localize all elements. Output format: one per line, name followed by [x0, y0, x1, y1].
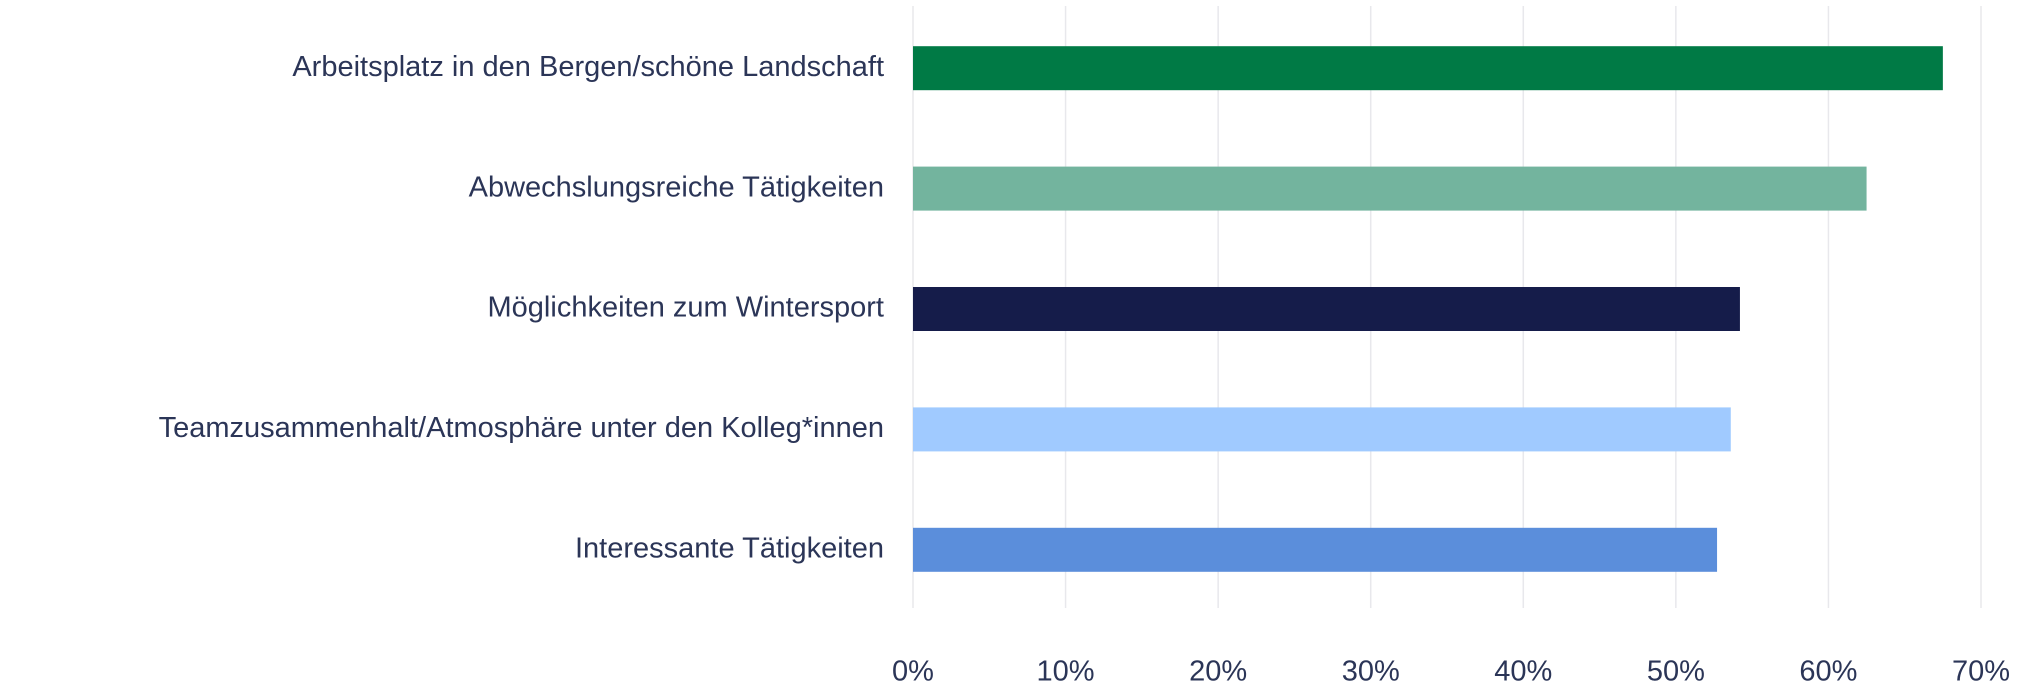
- x-tick-label: 70%: [1952, 656, 2010, 688]
- x-tick-label: 20%: [1189, 656, 1247, 688]
- x-tick-label: 30%: [1342, 656, 1400, 688]
- x-tick-label: 10%: [1037, 656, 1095, 688]
- bar: [913, 407, 1731, 452]
- bar: [913, 527, 1718, 572]
- x-tick-label: 40%: [1494, 656, 1552, 688]
- bar: [913, 166, 1867, 211]
- x-tick-label: 0%: [892, 656, 934, 688]
- y-tick-label: Abwechslungsreiche Tätigkeiten: [469, 171, 884, 203]
- y-tick-label: Arbeitsplatz in den Bergen/schöne Landsc…: [292, 51, 884, 83]
- bar: [913, 46, 1943, 91]
- x-tick-label: 50%: [1647, 656, 1705, 688]
- y-tick-label: Möglichkeiten zum Wintersport: [488, 292, 884, 324]
- y-tick-label: Teamzusammenhalt/Atmosphäre unter den Ko…: [159, 412, 884, 444]
- x-tick-label: 60%: [1799, 656, 1857, 688]
- y-tick-label: Interessante Tätigkeiten: [575, 532, 884, 564]
- bar: [913, 287, 1740, 331]
